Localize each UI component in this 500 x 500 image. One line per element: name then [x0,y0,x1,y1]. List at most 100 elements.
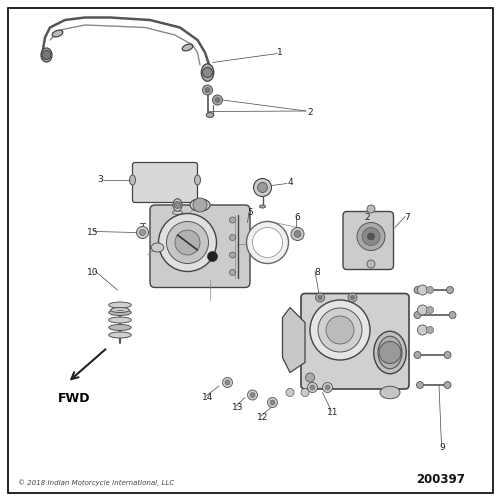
Ellipse shape [151,243,164,252]
Circle shape [426,306,434,314]
Circle shape [310,385,315,390]
Circle shape [158,214,216,272]
Ellipse shape [182,44,193,51]
Circle shape [208,252,218,262]
Circle shape [212,95,222,105]
Text: 5: 5 [247,208,253,217]
Text: 15: 15 [87,228,98,237]
Circle shape [316,293,324,302]
Circle shape [367,205,375,213]
Ellipse shape [109,310,131,316]
Ellipse shape [201,64,214,81]
Circle shape [225,380,230,385]
Ellipse shape [378,336,402,369]
Circle shape [362,228,380,246]
Text: 2: 2 [364,213,370,222]
Circle shape [426,286,434,294]
Circle shape [205,88,210,92]
Text: 12: 12 [257,413,268,422]
Ellipse shape [109,332,131,338]
Text: 3: 3 [97,176,103,184]
Circle shape [446,286,454,294]
Circle shape [308,382,318,392]
Ellipse shape [190,198,210,211]
Ellipse shape [374,331,406,374]
Circle shape [322,382,332,392]
Circle shape [252,228,282,258]
Circle shape [254,178,272,196]
Circle shape [414,312,421,318]
Circle shape [414,286,421,294]
FancyBboxPatch shape [150,205,250,288]
Circle shape [416,382,424,388]
Circle shape [418,325,428,335]
Circle shape [414,352,421,358]
Circle shape [348,293,357,302]
Text: 14: 14 [202,393,213,402]
Circle shape [379,342,401,363]
Text: 2: 2 [307,108,313,117]
Text: FWD: FWD [58,392,90,406]
Text: 200397: 200397 [416,473,465,486]
Circle shape [418,305,428,315]
Circle shape [268,398,278,407]
Circle shape [326,316,354,344]
FancyBboxPatch shape [343,212,394,270]
Circle shape [318,296,322,300]
Circle shape [301,388,309,396]
Circle shape [306,373,314,382]
Circle shape [357,222,385,250]
Ellipse shape [130,175,136,185]
Text: 10: 10 [87,268,98,277]
Circle shape [318,308,362,352]
FancyBboxPatch shape [301,294,409,389]
Circle shape [230,217,235,223]
Circle shape [368,233,374,240]
Circle shape [258,182,268,192]
Circle shape [202,85,212,95]
Circle shape [294,230,301,237]
Text: © 2018 Indian Motorcycle International, LLC: © 2018 Indian Motorcycle International, … [18,480,174,486]
Circle shape [230,270,235,276]
Circle shape [230,234,235,240]
Circle shape [248,390,258,400]
Circle shape [367,260,375,268]
Ellipse shape [194,175,200,185]
Circle shape [175,230,200,255]
FancyBboxPatch shape [132,162,198,202]
Circle shape [230,252,235,258]
Circle shape [426,326,434,334]
Circle shape [325,385,330,390]
Text: 6: 6 [294,213,300,222]
Circle shape [246,222,288,264]
Circle shape [222,378,232,388]
Text: 4: 4 [287,178,293,187]
Circle shape [444,352,451,358]
Circle shape [286,388,294,396]
Ellipse shape [260,205,266,208]
Text: 11: 11 [327,408,338,417]
Ellipse shape [109,317,131,323]
Circle shape [449,312,456,318]
Circle shape [136,226,148,238]
Text: 13: 13 [232,403,243,412]
Text: 8: 8 [314,268,320,277]
Circle shape [350,296,354,300]
Circle shape [215,98,220,102]
Ellipse shape [52,30,63,37]
Circle shape [193,198,207,212]
Circle shape [174,202,181,208]
Ellipse shape [41,48,52,62]
Ellipse shape [109,324,131,330]
Polygon shape [282,308,305,372]
Ellipse shape [109,302,131,308]
Circle shape [270,400,275,405]
Circle shape [202,68,212,78]
Ellipse shape [380,386,400,399]
Ellipse shape [173,198,182,211]
Circle shape [291,228,304,240]
Circle shape [42,50,51,59]
Text: 1: 1 [277,48,283,57]
Ellipse shape [110,308,130,312]
Circle shape [444,382,451,388]
